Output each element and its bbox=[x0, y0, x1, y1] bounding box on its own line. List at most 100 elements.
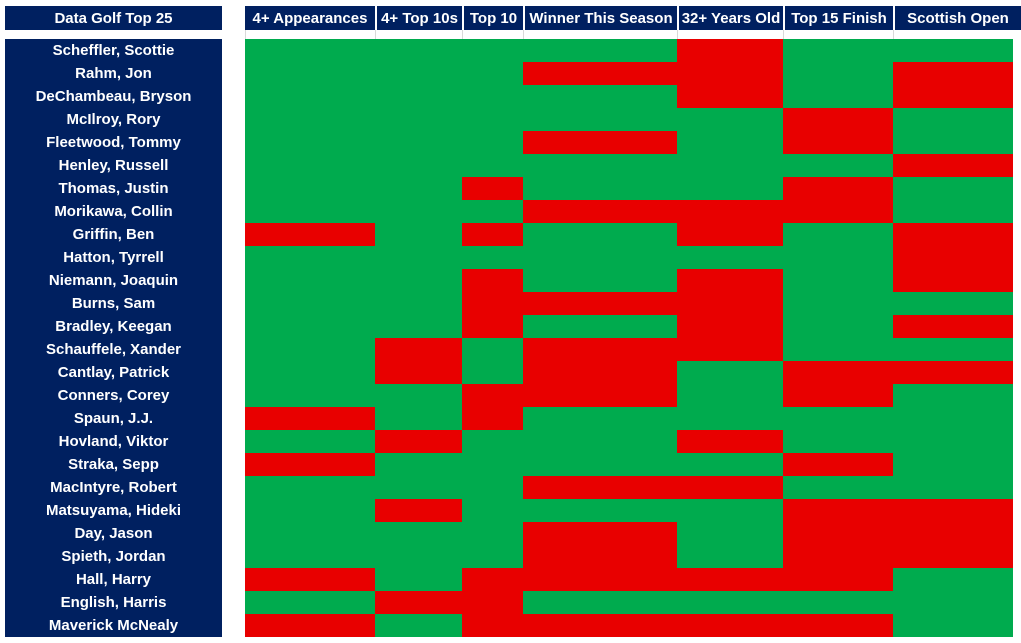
heatmap-cell bbox=[523, 384, 677, 407]
row-label: Henley, Russell bbox=[58, 157, 169, 174]
heatmap-cell bbox=[375, 430, 462, 453]
heatmap-cell bbox=[893, 384, 1013, 407]
heatmap-cell bbox=[893, 522, 1013, 545]
heatmap-cell bbox=[893, 361, 1013, 384]
heatmap-cell bbox=[245, 62, 375, 85]
heatmap-cell bbox=[893, 223, 1013, 246]
heatmap-cell bbox=[783, 223, 893, 246]
heatmap-cell bbox=[245, 614, 375, 637]
heatmap-cell bbox=[893, 591, 1013, 614]
heatmap-cell bbox=[523, 269, 677, 292]
heatmap-cell bbox=[375, 476, 462, 499]
heatmap-cell bbox=[462, 430, 523, 453]
heatmap-cell bbox=[523, 614, 677, 637]
heatmap-cell bbox=[893, 108, 1013, 131]
heatmap-cell bbox=[523, 131, 677, 154]
heatmap-cell bbox=[893, 568, 1013, 591]
heatmap-cell bbox=[523, 522, 677, 545]
heatmap-cell bbox=[462, 384, 523, 407]
heatmap-cell bbox=[523, 338, 677, 361]
heatmap-cell bbox=[375, 568, 462, 591]
heatmap-cell bbox=[783, 430, 893, 453]
heatmap-cell bbox=[462, 476, 523, 499]
heatmap-cell bbox=[245, 131, 375, 154]
heatmap-cell bbox=[783, 108, 893, 131]
heatmap-cell bbox=[523, 177, 677, 200]
heatmap-cell bbox=[375, 453, 462, 476]
heatmap-cell bbox=[677, 568, 783, 591]
heatmap-cell bbox=[677, 315, 783, 338]
gridline bbox=[783, 30, 784, 39]
heatmap-cell bbox=[375, 361, 462, 384]
heatmap-cell bbox=[677, 338, 783, 361]
heatmap-cell bbox=[375, 108, 462, 131]
row-label: Matsuyama, Hideki bbox=[45, 502, 182, 519]
heatmap-cell bbox=[893, 430, 1013, 453]
heatmap-cell bbox=[523, 430, 677, 453]
column-header: Top 10 bbox=[462, 6, 523, 30]
row-label: Spaun, J.J. bbox=[73, 410, 154, 427]
row-label: English, Harris bbox=[60, 594, 167, 611]
heatmap-cell bbox=[523, 407, 677, 430]
heatmap-cell bbox=[677, 361, 783, 384]
heatmap-cell bbox=[245, 499, 375, 522]
heatmap-cell bbox=[783, 614, 893, 637]
heatmap-cell bbox=[245, 453, 375, 476]
heatmap-cell bbox=[677, 246, 783, 269]
heatmap-cell bbox=[375, 223, 462, 246]
heatmap-cell bbox=[783, 177, 893, 200]
heatmap-cell bbox=[462, 499, 523, 522]
heatmap-cell bbox=[893, 476, 1013, 499]
heatmap-cell bbox=[523, 200, 677, 223]
heatmap-cell bbox=[462, 591, 523, 614]
heatmap-cell bbox=[893, 453, 1013, 476]
heatmap-cell bbox=[245, 384, 375, 407]
heatmap-cell bbox=[462, 154, 523, 177]
gridline bbox=[375, 30, 376, 39]
heatmap-cell bbox=[893, 177, 1013, 200]
heatmap-cell bbox=[245, 407, 375, 430]
heatmap-cell bbox=[462, 614, 523, 637]
heatmap-cell bbox=[245, 476, 375, 499]
heatmap-cell bbox=[893, 131, 1013, 154]
heatmap-cell bbox=[462, 62, 523, 85]
heatmap-cell bbox=[375, 315, 462, 338]
heatmap-cell bbox=[893, 200, 1013, 223]
heatmap-cell bbox=[783, 85, 893, 108]
heatmap-cell bbox=[375, 338, 462, 361]
heatmap-cell bbox=[523, 39, 677, 62]
heatmap-cell bbox=[523, 591, 677, 614]
heatmap-cell bbox=[677, 522, 783, 545]
gridline bbox=[462, 30, 463, 39]
heatmap-cell bbox=[783, 453, 893, 476]
gridline bbox=[245, 30, 246, 39]
heatmap-cell bbox=[783, 545, 893, 568]
heatmap-cell bbox=[783, 200, 893, 223]
gridline bbox=[523, 30, 524, 39]
heatmap-cell bbox=[462, 407, 523, 430]
heatmap-cell bbox=[677, 177, 783, 200]
row-label: Bradley, Keegan bbox=[55, 318, 172, 335]
heatmap-cell bbox=[783, 384, 893, 407]
heatmap-cell bbox=[677, 269, 783, 292]
heatmap-cell bbox=[893, 545, 1013, 568]
column-header: Winner This Season bbox=[523, 6, 677, 30]
heatmap-cell bbox=[523, 476, 677, 499]
heatmap-cell bbox=[375, 591, 462, 614]
heatmap-cell bbox=[375, 85, 462, 108]
heatmap-cell bbox=[462, 545, 523, 568]
heatmap-cell bbox=[893, 499, 1013, 522]
heatmap-cell bbox=[245, 177, 375, 200]
heatmap-cell bbox=[677, 62, 783, 85]
heatmap-cell bbox=[893, 39, 1013, 62]
heatmap-cell bbox=[523, 223, 677, 246]
row-label: Hovland, Viktor bbox=[58, 433, 169, 450]
heatmap-cell bbox=[245, 315, 375, 338]
heatmap-cell bbox=[893, 246, 1013, 269]
row-label: DeChambeau, Bryson bbox=[35, 88, 192, 105]
heatmap-cell bbox=[783, 338, 893, 361]
heatmap-cell bbox=[245, 223, 375, 246]
column-header: 32+ Years Old bbox=[677, 6, 783, 30]
row-label: Burns, Sam bbox=[71, 295, 156, 312]
row-label: Scheffler, Scottie bbox=[52, 42, 175, 59]
